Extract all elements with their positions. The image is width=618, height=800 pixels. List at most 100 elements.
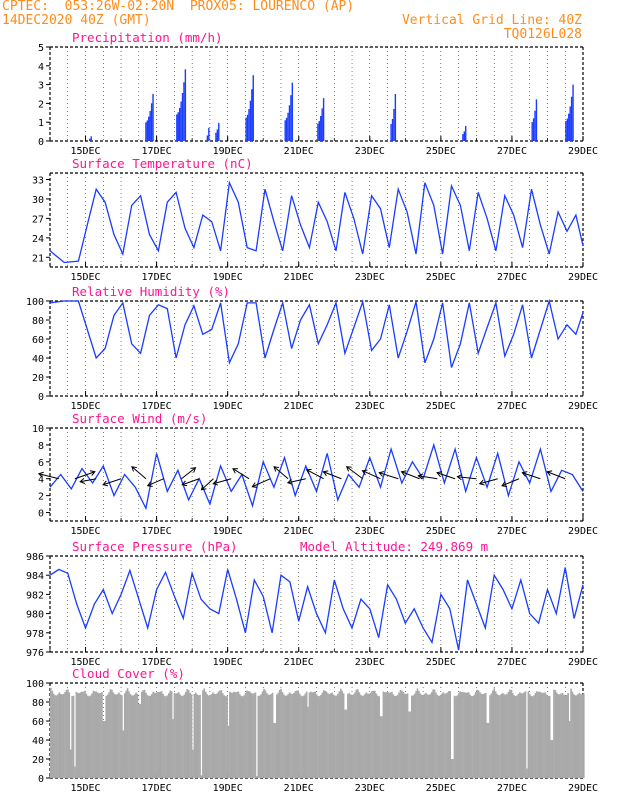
cloud-bar	[479, 692, 481, 778]
cloud-bar	[139, 703, 142, 778]
cloud-bar	[214, 694, 217, 778]
cloud-bar	[155, 692, 157, 778]
cloud-bar	[553, 689, 555, 778]
cloud-bar	[507, 691, 510, 778]
cloud-bar	[384, 692, 386, 778]
cloud-bar	[239, 694, 241, 778]
precip-bar	[180, 101, 182, 141]
cloud-bar	[192, 749, 194, 778]
panel-6-xtick-label: 17DEC	[142, 783, 172, 794]
wind-arrow-head	[546, 470, 553, 476]
wind-arrow	[418, 475, 438, 480]
cloud-bar	[186, 689, 189, 778]
cloud-bar	[169, 690, 172, 778]
cloud-bar	[415, 690, 417, 778]
cloud-bar	[197, 695, 200, 778]
precip-bar	[216, 129, 219, 141]
panel-5-ytick-label: 984	[26, 571, 44, 582]
cloud-bar	[133, 694, 136, 778]
cloud-bar	[432, 689, 434, 778]
panel-2-xtick-label: 29DEC	[568, 272, 598, 283]
panel-3-ytick-label: 100	[26, 297, 44, 308]
precip-bar	[317, 123, 319, 141]
panel-4-xtick-label: 21DEC	[284, 526, 314, 537]
precip-bar	[393, 108, 395, 141]
wind-arrow-head	[190, 467, 197, 473]
cloud-bar	[310, 691, 312, 778]
cloud-bar	[281, 692, 284, 778]
panel-5-xtick-label: 25DEC	[426, 657, 456, 668]
panel-5-xtick-label: 19DEC	[213, 657, 243, 668]
cloud-bar	[332, 694, 335, 778]
cloud-bar	[101, 692, 103, 778]
precip-bar	[252, 75, 254, 141]
precip-bar	[206, 135, 209, 141]
cloud-bar	[160, 691, 163, 778]
vertical-grid-note: Vertical Grid Line: 40Z	[401, 13, 582, 28]
cloud-bar	[99, 692, 102, 778]
panel-3-xtick-label: 17DEC	[142, 401, 172, 412]
panel-5-xtick-label: 23DEC	[355, 657, 385, 668]
cloud-bar	[530, 695, 533, 778]
wind-arrow-head	[232, 468, 238, 474]
precip-bar	[569, 106, 571, 141]
cloud-bar	[537, 691, 540, 778]
cloud-bar	[516, 695, 518, 778]
cloud-bar	[484, 692, 487, 778]
cloud-bar	[148, 696, 150, 778]
cloud-bar	[212, 692, 214, 778]
panel-5-annotation: Model Altitude: 249.869 m	[300, 539, 488, 554]
cloud-bar	[561, 693, 564, 778]
panel-1-xtick-label: 17DEC	[142, 146, 172, 157]
cloud-bar	[476, 689, 479, 778]
cloud-bar	[442, 692, 444, 778]
cloud-bar	[575, 695, 578, 778]
wind-arrow	[401, 471, 420, 480]
cloud-bar	[203, 688, 206, 778]
panel-4-ytick-label: 8	[38, 441, 44, 452]
precip-bar	[218, 122, 220, 141]
cloud-bar	[573, 694, 575, 778]
precip-bar	[391, 118, 394, 141]
wind-arrow-head	[212, 479, 219, 486]
cloud-bar	[531, 696, 534, 778]
cloud-bar	[563, 694, 565, 778]
precip-bar	[181, 92, 184, 141]
panel-5-ytick-label: 980	[26, 610, 44, 621]
cloud-bar	[261, 691, 264, 778]
cloud-bar	[307, 706, 309, 778]
cloud-bar	[361, 695, 363, 778]
cloud-bar	[519, 692, 521, 778]
cloud-bar	[125, 690, 127, 778]
panel-2-xtick-label: 15DEC	[70, 272, 100, 283]
cloud-bar	[241, 696, 244, 778]
wind-arrow-head	[305, 468, 312, 475]
cloud-bar	[109, 689, 112, 778]
cloud-bar	[500, 693, 503, 778]
wind-arrow-head	[146, 481, 153, 487]
cloud-bar	[294, 691, 297, 778]
panel-1-xtick-label: 25DEC	[426, 146, 456, 157]
panel-6-ytick-label: 0	[38, 774, 44, 785]
panel-1-ytick-label: 3	[38, 81, 44, 92]
cloud-bar	[439, 695, 442, 778]
cloud-bar	[50, 687, 52, 778]
cloud-bar	[425, 692, 427, 778]
wind-arrow-head	[89, 470, 96, 476]
cloud-bar	[314, 691, 316, 778]
wind-arrow	[80, 478, 97, 483]
precip-bar	[288, 105, 291, 141]
cloud-bar	[92, 690, 95, 778]
panel-4-xtick-label: 29DEC	[568, 526, 598, 537]
cloud-bar	[96, 692, 99, 778]
cloud-bar	[224, 696, 227, 778]
forecast-date: 14DEC2020 40Z (GMT)	[2, 13, 151, 28]
wind-arrow	[379, 472, 399, 480]
wind-arrow-head	[273, 466, 280, 472]
cloud-bar	[449, 690, 452, 778]
wind-arrow	[38, 473, 60, 480]
wind-arrow-head	[79, 478, 86, 484]
cloud-bar	[312, 692, 315, 778]
precip-bar	[565, 120, 567, 141]
cloud-bar	[143, 689, 146, 778]
